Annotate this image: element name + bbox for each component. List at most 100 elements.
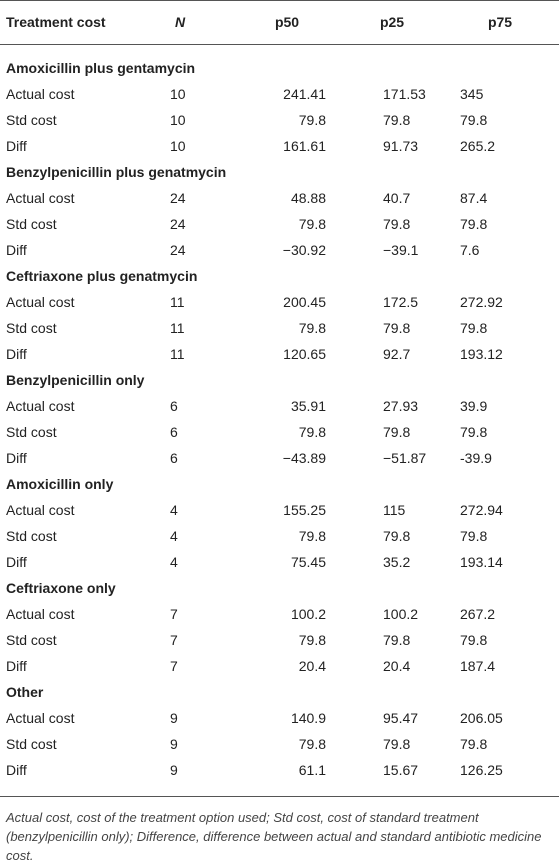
row-label: Actual cost [6,502,75,518]
p25-value: 95.47 [383,710,419,726]
footnote: Actual cost, cost of the treatment optio… [6,810,542,863]
p25-value: 79.8 [383,216,411,232]
n-value: 10 [170,86,186,102]
n-value: 24 [170,242,186,258]
group-title: Ceftriaxone only [6,580,116,596]
bottom-rule [0,796,559,797]
p25-value: −39.1 [383,242,419,258]
n-value: 10 [170,138,186,154]
row-label: Actual cost [6,606,75,622]
p75-value: -39.9 [460,450,492,466]
row-label: Std cost [6,736,57,752]
group-title: Other [6,684,44,700]
n-value: 9 [170,762,178,778]
row-label: Diff [6,762,27,778]
row-label: Diff [6,658,27,674]
p50-value: 120.65 [283,346,326,362]
p75-value: 267.2 [460,606,496,622]
p50-value: 79.8 [298,320,326,336]
row-label: Actual cost [6,190,75,206]
n-value: 4 [170,502,178,518]
p75-value: 345 [460,86,484,102]
group-title: Amoxicillin plus gentamycin [6,60,196,76]
p50-value: 155.25 [283,502,326,518]
n-value: 11 [170,294,185,310]
p25-value: 15.67 [383,762,419,778]
row-label: Std cost [6,632,57,648]
row-label: Std cost [6,424,57,440]
treatment-header: Treatment cost [6,14,106,30]
p75-value: 7.6 [460,242,480,258]
p50-value: −30.92 [282,242,326,258]
n-value: 7 [170,606,178,622]
n-value: 6 [170,424,178,440]
p75-value: 206.05 [460,710,503,726]
row-label: Actual cost [6,294,75,310]
p25-value: 79.8 [383,736,411,752]
group-title: Ceftriaxone plus genatmycin [6,268,198,284]
p75-value: 79.8 [460,736,488,752]
p75-value: 79.8 [460,528,488,544]
p50-value: 79.8 [298,216,326,232]
p25-value: 35.2 [383,554,411,570]
n-value: 24 [170,190,186,206]
n-header: N [174,14,186,30]
p50-value: 48.88 [290,190,326,206]
header-rule [0,44,559,45]
n-value: 11 [170,346,185,362]
n-value: 11 [170,320,185,336]
row-label: Diff [6,554,27,570]
row-label: Actual cost [6,710,75,726]
row-label: Diff [6,346,27,362]
p75-value: 79.8 [460,632,488,648]
p50-value: 35.91 [290,398,326,414]
p50-value: 79.8 [298,528,326,544]
p25-value: 91.73 [383,138,419,154]
n-value: 4 [170,554,178,570]
p75-value: 79.8 [460,112,488,128]
p50-value: 140.9 [290,710,326,726]
p50-value: 20.4 [298,658,326,674]
row-label: Std cost [6,528,57,544]
p75-value: 87.4 [460,190,488,206]
group-title: Benzylpenicillin only [6,372,145,388]
row-label: Std cost [6,216,57,232]
n-value: 9 [170,710,178,726]
p25-value: −51.87 [383,450,427,466]
n-value: 24 [170,216,186,232]
p50-value: 161.61 [283,138,326,154]
p25-value: 40.7 [383,190,411,206]
p25-header: p25 [379,14,405,30]
row-label: Actual cost [6,86,75,102]
p50-header: p50 [274,14,300,30]
p75-value: 79.8 [460,424,488,440]
p75-value: 79.8 [460,216,488,232]
p75-value: 193.12 [460,346,503,362]
row-label: Actual cost [6,398,75,414]
p25-value: 79.8 [383,424,411,440]
top-rule [0,0,559,1]
p50-value: 241.41 [283,86,326,102]
p75-value: 187.4 [460,658,496,674]
p25-value: 171.53 [383,86,426,102]
p75-value: 39.9 [460,398,488,414]
group-title: Benzylpenicillin plus genatmycin [6,164,227,180]
row-label: Std cost [6,112,57,128]
p25-value: 20.4 [383,658,411,674]
row-label: Diff [6,242,27,258]
p75-value: 272.94 [460,502,503,518]
n-value: 7 [170,658,178,674]
row-label: Std cost [6,320,57,336]
p25-value: 92.7 [383,346,411,362]
p50-value: 200.45 [283,294,326,310]
p50-value: 79.8 [298,632,326,648]
p50-value: −43.89 [282,450,326,466]
p50-value: 79.8 [298,112,326,128]
p25-value: 27.93 [383,398,419,414]
p75-header: p75 [487,14,513,30]
p25-value: 100.2 [383,606,419,622]
p25-value: 115 [383,502,406,518]
p25-value: 79.8 [383,112,411,128]
p50-value: 79.8 [298,736,326,752]
